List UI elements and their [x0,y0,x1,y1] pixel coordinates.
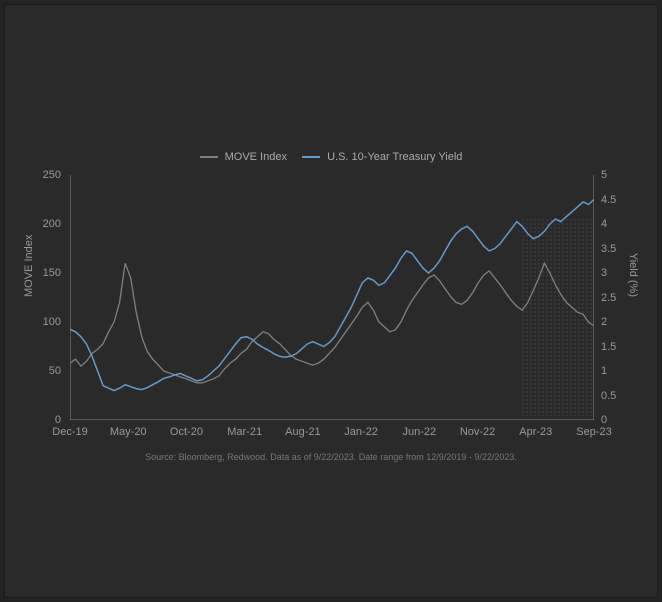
legend-label-move: MOVE Index [225,151,287,163]
x-tick-label: Aug-21 [285,426,320,438]
y-tick-right-label: 4 [601,218,641,230]
chart-panel: MOVE Index U.S. 10-Year Treasury Yield M… [4,4,658,598]
y-tick-right-label: 1 [601,365,641,377]
x-tick-label: Mar-21 [227,426,262,438]
source-note: Source: Bloomberg, Redwood. Data as of 9… [5,452,657,462]
y-tick-left-label: 250 [21,169,61,181]
y-tick-right-label: 2.5 [601,292,641,304]
y-tick-left-label: 150 [21,267,61,279]
y-tick-right-label: 4.5 [601,194,641,206]
y-tick-right-label: 1.5 [601,341,641,353]
y-tick-right-label: 0.5 [601,390,641,402]
legend-swatch-move [200,156,218,158]
y-tick-left-label: 200 [21,218,61,230]
y-tick-left-label: 50 [21,365,61,377]
x-tick-label: Jun-22 [403,426,437,438]
x-tick-label: Dec-19 [52,426,87,438]
legend-item-move: MOVE Index [200,151,287,163]
plot-area [70,175,594,420]
y-tick-right-label: 0 [601,414,641,426]
x-tick-label: Jan-22 [344,426,378,438]
y-tick-right-label: 3 [601,267,641,279]
x-tick-label: Apr-23 [519,426,552,438]
y-tick-left-label: 0 [21,414,61,426]
legend-label-yield: U.S. 10-Year Treasury Yield [327,151,462,163]
y-tick-right-label: 3.5 [601,243,641,255]
y-axis-left-title: MOVE Index [23,235,35,297]
y-tick-left-label: 100 [21,316,61,328]
y-tick-right-label: 2 [601,316,641,328]
legend-item-yield: U.S. 10-Year Treasury Yield [302,151,462,163]
x-tick-label: Sep-23 [576,426,611,438]
x-tick-label: Nov-22 [460,426,495,438]
chart-svg [70,175,594,420]
legend-swatch-yield [302,156,320,158]
y-tick-right-label: 5 [601,169,641,181]
chart-legend: MOVE Index U.S. 10-Year Treasury Yield [5,151,657,163]
x-tick-label: Oct-20 [170,426,203,438]
x-tick-label: May-20 [110,426,147,438]
